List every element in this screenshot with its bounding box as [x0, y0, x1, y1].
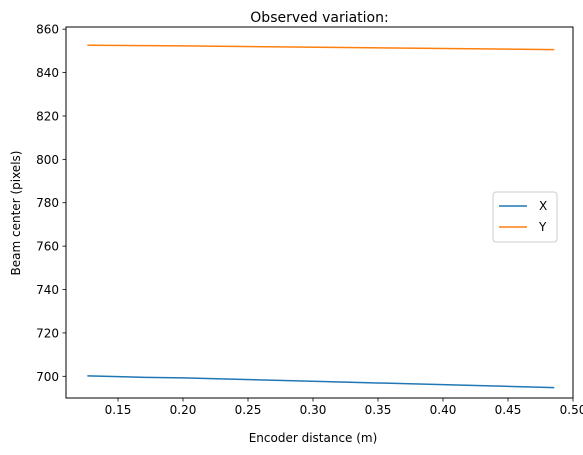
y-tick-label: 740 — [36, 283, 59, 297]
y-tick-label: 720 — [36, 326, 59, 340]
y-tick-label: 800 — [36, 153, 59, 167]
x-tick-label: 0.15 — [105, 403, 132, 417]
y-tick-label: 860 — [36, 23, 59, 37]
x-tick-label: 0.50 — [560, 403, 583, 417]
legend: X Y — [492, 191, 558, 243]
axes-frame — [65, 26, 574, 399]
y-axis: 700 720 740 760 780 800 820 840 860 — [36, 23, 66, 384]
y-tick-label: 700 — [36, 370, 59, 384]
x-tick-label: 0.30 — [300, 403, 327, 417]
y-tick-label: 840 — [36, 66, 59, 80]
series-layer — [87, 44, 555, 389]
y-tick-label: 820 — [36, 109, 59, 123]
y-tick-label: 760 — [36, 240, 59, 254]
x-tick-label: 0.20 — [170, 403, 197, 417]
series-line-y — [87, 44, 555, 51]
x-axis-label: Encoder distance (m) — [249, 431, 378, 445]
x-axis: 0.15 0.20 0.25 0.30 0.35 0.40 0.45 0.50 — [105, 398, 583, 417]
y-tick-label: 780 — [36, 196, 59, 210]
x-tick-label: 0.25 — [235, 403, 262, 417]
series-line-x — [87, 375, 555, 389]
x-tick-label: 0.45 — [495, 403, 522, 417]
legend-label-y: Y — [538, 220, 547, 234]
legend-frame — [492, 191, 558, 243]
y-axis-label: Beam center (pixels) — [9, 151, 23, 276]
chart-title: Observed variation: — [250, 10, 388, 26]
legend-label-x: X — [539, 199, 547, 213]
x-tick-label: 0.35 — [365, 403, 392, 417]
x-tick-label: 0.40 — [430, 403, 457, 417]
plot-area: 0.15 0.20 0.25 0.30 0.35 0.40 0.45 0.50 7007207… — [36, 23, 583, 417]
